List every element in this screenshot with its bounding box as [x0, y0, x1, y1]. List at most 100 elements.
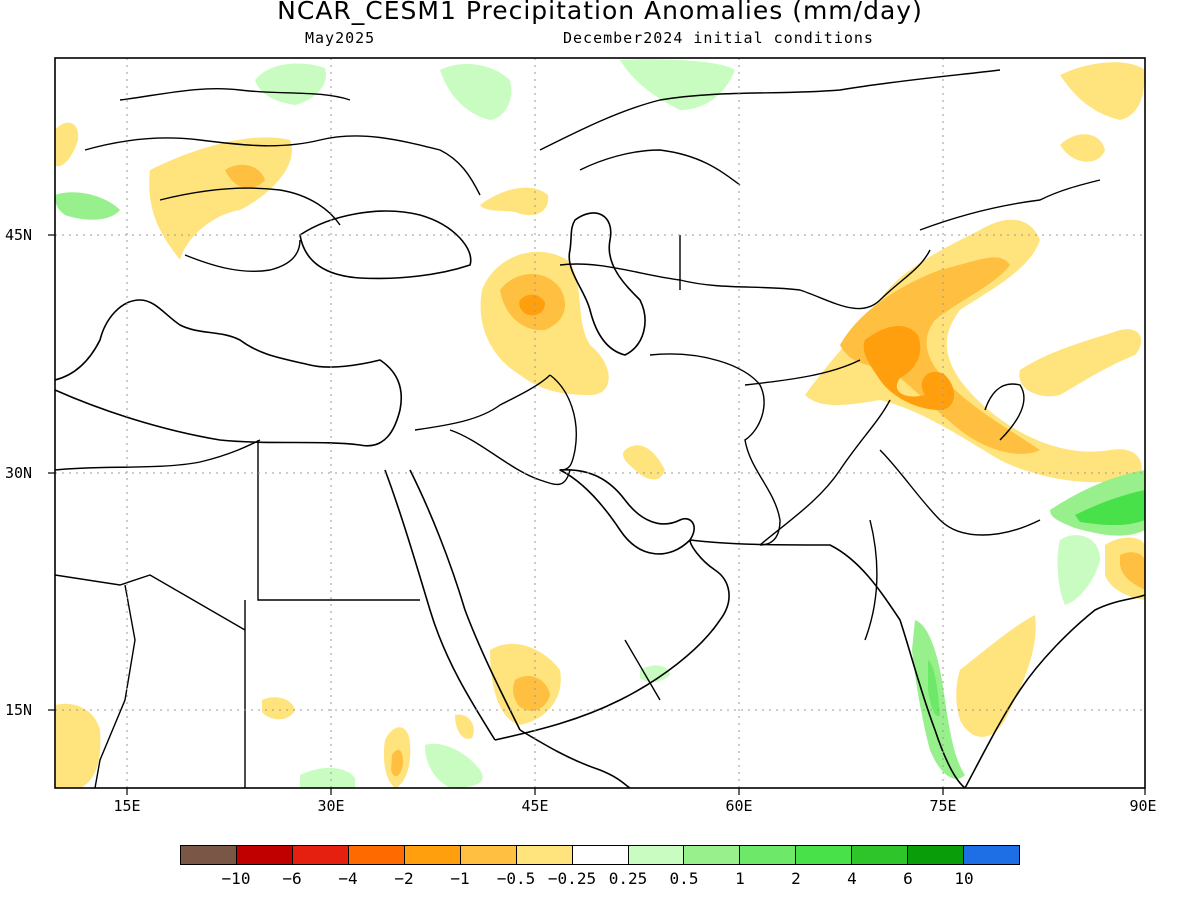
anomaly-mongolia: [1060, 62, 1145, 120]
border-23: [984, 383, 1025, 441]
colorbar-swatch: [460, 846, 517, 864]
map-frame: [54, 57, 1146, 789]
border-19: [84, 135, 481, 196]
colorbar-swatch: [181, 846, 237, 864]
colorbar: [180, 845, 1020, 865]
mediterranean-coast: [55, 299, 402, 447]
lon-label-15e: 15E: [113, 797, 141, 815]
anomaly-wet-horn: [425, 743, 483, 788]
colorbar-swatch: [908, 846, 965, 864]
border-6: [414, 374, 551, 431]
colorbar-swatch: [796, 846, 853, 864]
colorbar-swatch: [516, 846, 573, 864]
colorbar-tick-label: −10: [221, 869, 251, 888]
border-22: [184, 239, 301, 273]
black-sea-coast: [299, 210, 472, 280]
anomaly-black-sea: [480, 187, 549, 216]
border-8: [549, 374, 577, 471]
anomaly-balkans: [149, 137, 292, 260]
forecast-month: May2025: [305, 29, 376, 47]
anomaly-west-europe: [55, 122, 79, 167]
colorbar-swatch: [236, 846, 293, 864]
anomaly-fields: [55, 59, 1145, 788]
colorbar-swatch: [572, 846, 629, 864]
arabian-sea-coast: [689, 539, 966, 788]
anomaly-wet-kazakh: [620, 59, 735, 110]
anomaly-wet-ukraine: [255, 63, 326, 105]
colorbar-swatch: [348, 846, 405, 864]
africa-horn-coast: [519, 729, 631, 788]
anomaly-wet-sudan: [300, 767, 355, 788]
bay-of-bengal-coast: [964, 594, 1145, 788]
border-21: [119, 87, 351, 101]
border-11: [759, 399, 891, 546]
lon-label-30e: 30E: [317, 797, 345, 815]
anomaly-iran-spot: [623, 445, 665, 480]
initial-conditions: December2024 initial conditions: [563, 29, 874, 47]
colorbar-swatch: [628, 846, 685, 864]
border-1: [55, 439, 261, 471]
colorbar-tick-label: −1: [450, 869, 470, 888]
border-10: [744, 359, 861, 386]
border-18: [539, 69, 1001, 151]
border-2: [257, 440, 420, 601]
border-17: [919, 179, 1101, 231]
colorbar-swatch: [852, 846, 909, 864]
border-4: [55, 574, 246, 631]
border-25: [624, 639, 661, 701]
border-5: [94, 584, 136, 788]
red-sea-coast-west: [384, 469, 496, 741]
colorbar-tick-label: 4: [847, 869, 857, 888]
arabian-peninsula-coast: [494, 539, 730, 741]
coastlines: [55, 210, 1145, 788]
colorbar-tick-label: 0.5: [669, 869, 699, 888]
colorbar-tick-label: 0.25: [608, 869, 648, 888]
anomaly-karakoram-peak: [863, 325, 955, 410]
lat-label-15n: 15N: [5, 701, 33, 719]
border-24: [579, 149, 741, 186]
colorbar-swatch: [964, 846, 1020, 864]
border-16: [879, 249, 931, 301]
anomaly-caucasus-peak: [519, 294, 545, 316]
borders: [55, 69, 1101, 788]
colorbar-swatch: [740, 846, 797, 864]
anomaly-wet-himalaya-core: [1075, 490, 1145, 526]
border-13: [864, 519, 878, 641]
border-20: [159, 187, 341, 226]
colorbar-tick-label: 2: [791, 869, 801, 888]
border-12: [879, 449, 1041, 536]
colorbar-tick-label: −0.5: [496, 869, 536, 888]
border-7: [449, 429, 571, 486]
colorbar-tick-label: 6: [903, 869, 913, 888]
lat-label-45n: 45N: [5, 226, 33, 244]
colorbar-tick-label: 10: [954, 869, 974, 888]
anomaly-bangladesh-core: [1120, 552, 1145, 590]
colorbar-swatch: [292, 846, 349, 864]
anomaly-tibet-east: [1019, 329, 1142, 397]
colorbar-swatch: [404, 846, 461, 864]
lon-label-60e: 60E: [725, 797, 753, 815]
colorbar-tick-label: −0.25: [547, 869, 597, 888]
border-9: [649, 353, 781, 546]
anomaly-pamir-core: [840, 257, 1040, 454]
ticks: [48, 234, 1146, 795]
anomaly-sahara-spot: [262, 697, 295, 720]
colorbar-tick-label: −6: [282, 869, 302, 888]
anomaly-mongolia-2: [1060, 134, 1105, 162]
anomaly-yemen-core: [513, 675, 550, 711]
lat-label-30n: 30N: [5, 464, 33, 482]
map-title: NCAR_CESM1 Precipitation Anomalies (mm/d…: [277, 0, 923, 25]
anomaly-india-interior: [956, 615, 1036, 737]
lon-label-45e: 45E: [521, 797, 549, 815]
anomaly-west-africa: [55, 703, 101, 788]
red-sea-coast-east: [409, 469, 521, 731]
anomaly-wet-alps: [55, 192, 120, 220]
anomaly-wet-bengal: [1057, 535, 1100, 605]
border-14: [559, 263, 881, 310]
anomaly-balkans-core: [225, 164, 265, 189]
caspian-sea-coast: [568, 212, 646, 356]
lon-label-75e: 75E: [929, 797, 957, 815]
colorbar-swatch: [684, 846, 741, 864]
anomaly-horn-spot: [455, 714, 474, 739]
